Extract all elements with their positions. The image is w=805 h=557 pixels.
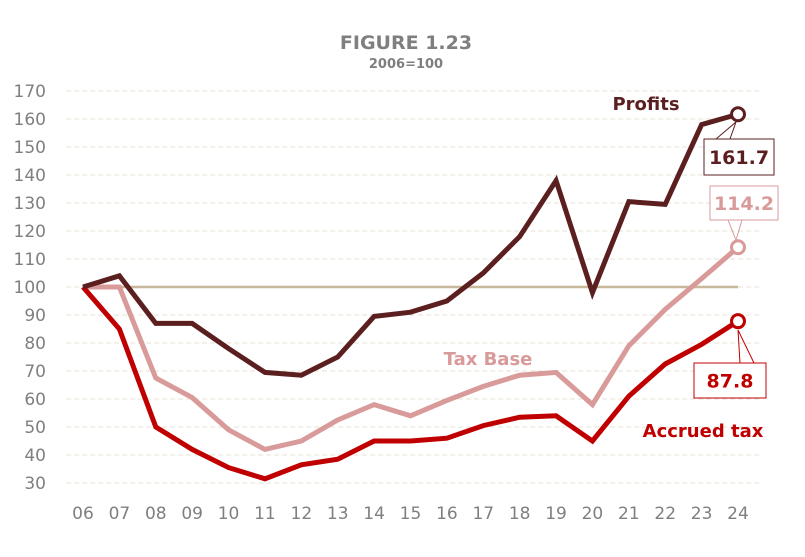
x-tick-label: 23 [691, 504, 713, 524]
series-name-label: Accrued tax [643, 421, 764, 442]
x-tick-label: 07 [109, 504, 131, 524]
y-tick-label: 120 [14, 222, 46, 242]
series-line-profits [82, 111, 739, 378]
end-value-label: 114.2 [714, 193, 774, 215]
x-tick-label: 12 [291, 504, 313, 524]
y-tick-label: 40 [24, 446, 46, 466]
x-tick-label: 15 [400, 504, 422, 524]
x-tick-label: 08 [145, 504, 167, 524]
x-tick-label: 18 [509, 504, 531, 524]
y-tick-label: 90 [24, 306, 46, 326]
series-line-accrued-tax [81, 285, 740, 482]
x-tick-label: 22 [654, 504, 676, 524]
y-tick-label: 150 [14, 138, 46, 158]
end-marker [730, 239, 746, 256]
y-tick-label: 100 [14, 278, 46, 298]
x-tick-label: 14 [363, 504, 385, 524]
x-tick-label: 17 [472, 504, 494, 524]
series-line-tax-base [83, 245, 740, 453]
y-tick-label: 80 [24, 334, 46, 354]
x-tick-label: 09 [181, 504, 203, 524]
end-value-label: 161.7 [709, 147, 769, 169]
end-marker [730, 106, 746, 123]
y-tick-label: 30 [24, 474, 46, 494]
callout-pointer [727, 219, 743, 242]
end-marker [730, 313, 746, 330]
x-tick-label: 24 [727, 504, 749, 524]
y-tick-label: 60 [24, 390, 46, 410]
x-tick-label: 11 [254, 504, 276, 524]
callout-pointer [715, 120, 738, 140]
callout-box [709, 185, 779, 221]
y-tick-label: 110 [14, 250, 46, 270]
callout-pointer [737, 329, 755, 364]
x-tick-label: 06 [72, 504, 94, 524]
x-tick-label: 20 [582, 504, 604, 524]
x-tick-label: 19 [545, 504, 567, 524]
series-name-label: Tax Base [444, 349, 533, 370]
y-tick-label: 170 [14, 82, 46, 102]
callout-box [703, 138, 775, 176]
y-tick-label: 160 [14, 110, 46, 130]
y-tick-label: 50 [24, 418, 46, 438]
y-tick-label: 130 [14, 194, 46, 214]
y-tick-label: 140 [14, 166, 46, 186]
chart-subtitle: 2006=100 [369, 57, 443, 72]
y-tick-label: 70 [24, 362, 46, 382]
callout-box [693, 362, 767, 399]
end-value-label: 87.8 [707, 371, 754, 393]
x-tick-label: 21 [618, 504, 640, 524]
chart-title: FIGURE 1.23 [340, 32, 472, 54]
x-tick-label: 16 [436, 504, 458, 524]
x-tick-label: 10 [218, 504, 240, 524]
x-tick-label: 13 [327, 504, 349, 524]
series-name-label: Profits [612, 94, 679, 115]
